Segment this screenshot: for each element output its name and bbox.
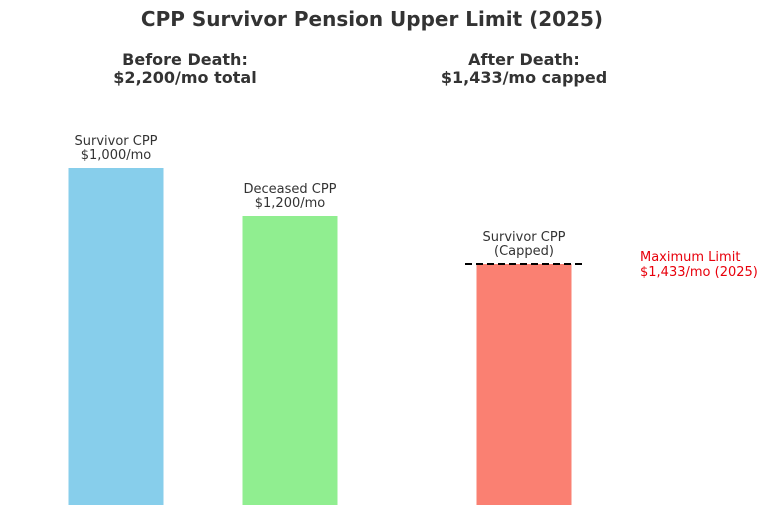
chart-title: CPP Survivor Pension Upper Limit (2025)	[141, 7, 603, 31]
bar-label-line2-panel0-1: $1,200/mo	[255, 196, 326, 211]
panel-after-title-line2: $1,433/mo capped	[441, 68, 607, 87]
bar-panel0-0	[68, 168, 164, 505]
bar-panel0-1	[242, 216, 338, 505]
limit-label-line1: Maximum Limit	[640, 250, 740, 265]
bar-label-line2-panel1-0: (Capped)	[494, 244, 554, 259]
bar-label-line1-panel0-0: Survivor CPP	[74, 134, 157, 149]
bar-label-line1-panel0-1: Deceased CPP	[243, 182, 336, 197]
panel-after-title-line1: After Death:	[468, 50, 580, 69]
panel-before-title-line1: Before Death:	[122, 50, 248, 69]
bar-label-line2-panel0-0: $1,000/mo	[81, 148, 152, 163]
bar-label-line1-panel1-0: Survivor CPP	[482, 230, 565, 245]
limit-label-line2: $1,433/mo (2025)	[640, 265, 758, 280]
bar-panel1-0	[476, 264, 572, 505]
panel-before-title-line2: $2,200/mo total	[113, 68, 256, 87]
